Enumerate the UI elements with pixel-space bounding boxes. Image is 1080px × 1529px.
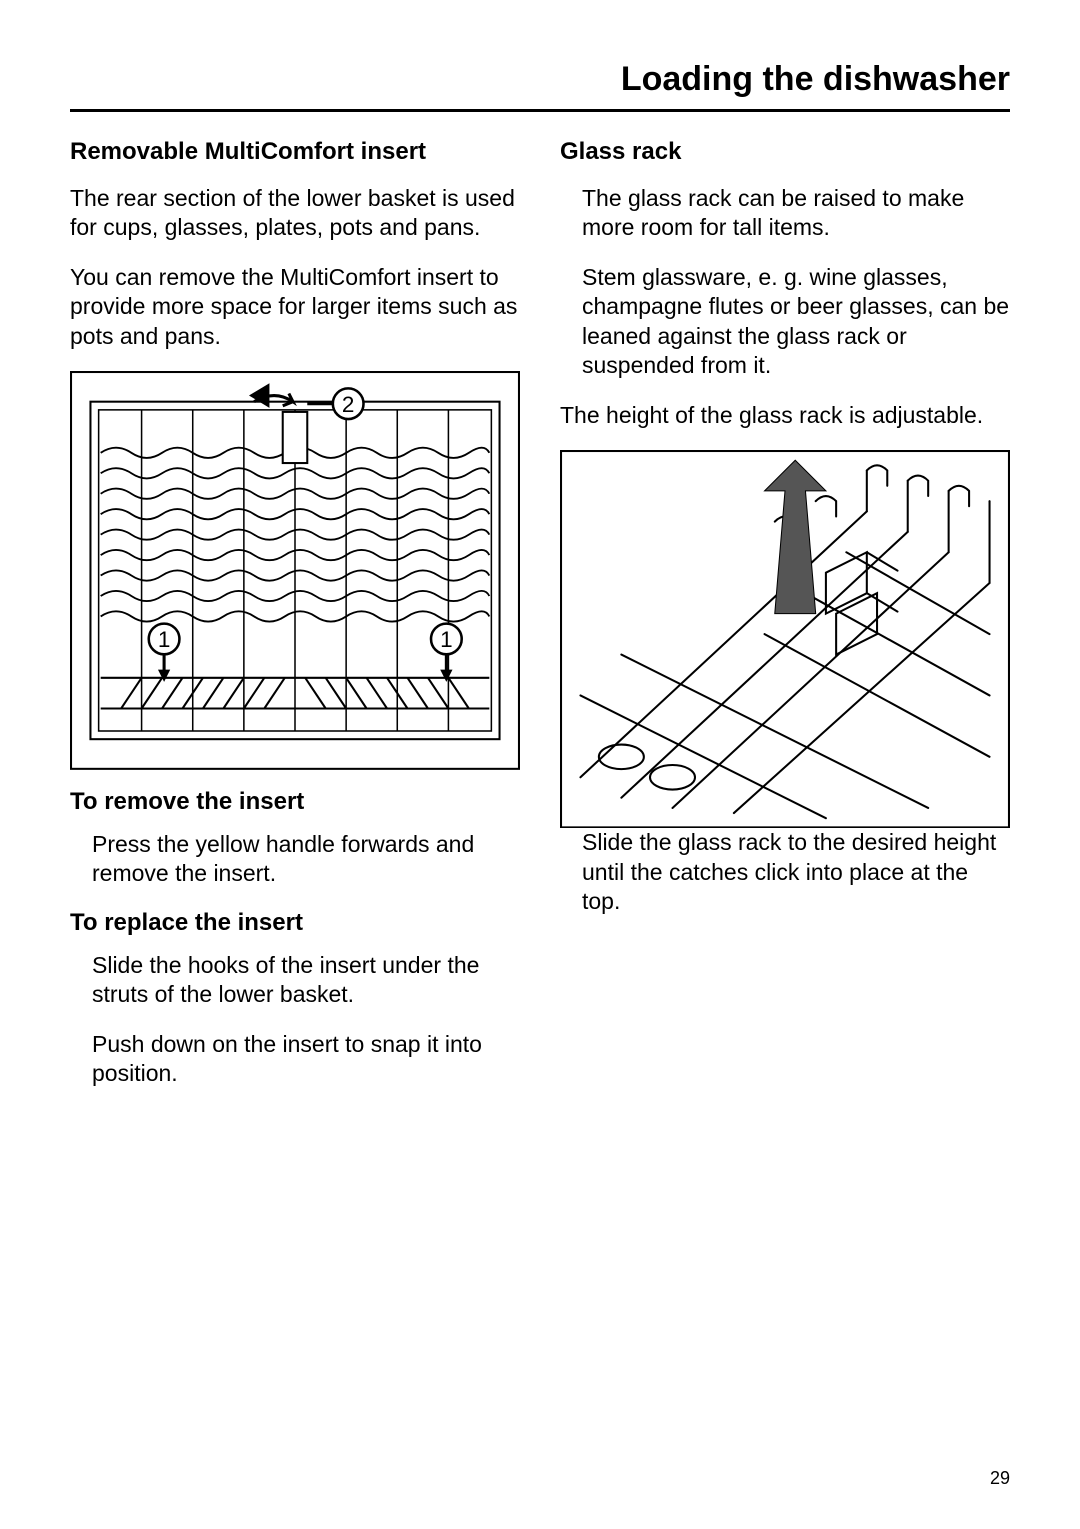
- right-after-figure: Slide the glass rack to the desired heig…: [560, 828, 1010, 916]
- right-column: Glass rack The glass rack can be raised …: [560, 138, 1010, 1109]
- callout-2: 2: [342, 392, 355, 417]
- right-p1: The glass rack can be raised to make mor…: [560, 184, 1010, 243]
- page-title: Loading the dishwasher: [70, 60, 1010, 112]
- right-p2: Stem glassware, e. g. wine glasses, cham…: [560, 263, 1010, 381]
- left-p2: You can remove the MultiComfort insert t…: [70, 263, 520, 351]
- replace-heading: To replace the insert: [70, 909, 520, 937]
- replace-block: Slide the hooks of the insert under the …: [70, 951, 520, 1089]
- glass-rack-figure: [560, 450, 1010, 828]
- left-heading: Removable MultiComfort insert: [70, 138, 520, 166]
- right-p3: The height of the glass rack is adjustab…: [560, 401, 1010, 430]
- left-column: Removable MultiComfort insert The rear s…: [70, 138, 520, 1109]
- replace-p1: Slide the hooks of the insert under the …: [70, 951, 520, 1010]
- manual-page: Loading the dishwasher Removable MultiCo…: [0, 0, 1080, 1529]
- right-intro: The glass rack can be raised to make mor…: [560, 184, 1010, 381]
- remove-p: Press the yellow handle forwards and rem…: [70, 830, 520, 889]
- page-number: 29: [990, 1468, 1010, 1489]
- left-p1: The rear section of the lower basket is …: [70, 184, 520, 243]
- replace-p2: Push down on the insert to snap it into …: [70, 1030, 520, 1089]
- right-heading: Glass rack: [560, 138, 1010, 166]
- remove-block: Press the yellow handle forwards and rem…: [70, 830, 520, 889]
- callout-1-right: 1: [440, 627, 453, 652]
- remove-heading: To remove the insert: [70, 788, 520, 816]
- right-p4: Slide the glass rack to the desired heig…: [560, 828, 1010, 916]
- callout-1-left: 1: [158, 627, 171, 652]
- multicomfort-figure: 2 1 1: [70, 371, 520, 770]
- content-columns: Removable MultiComfort insert The rear s…: [70, 138, 1010, 1109]
